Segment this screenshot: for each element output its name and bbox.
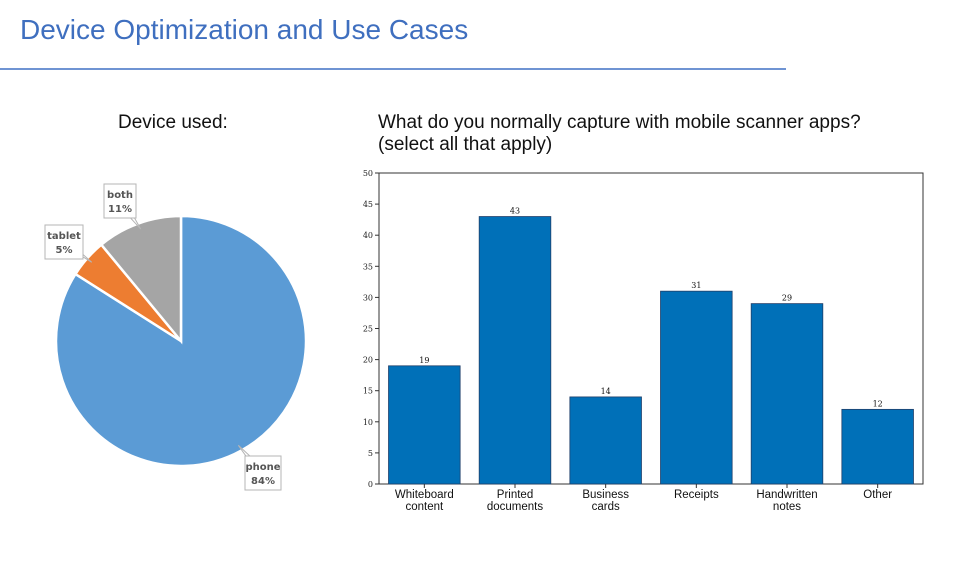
y-tick-label: 30 <box>363 293 373 302</box>
pie-slice-both <box>99 214 183 345</box>
pie-chart: phone 84% tablet 5% both 11% <box>44 183 308 491</box>
y-tick-label: 0 <box>368 480 373 489</box>
y-tick-label: 40 <box>363 231 373 240</box>
y-tick-label: 25 <box>363 325 373 334</box>
pie-label-both: both 11% <box>103 183 142 230</box>
page-title: Device Optimization and Use Cases <box>20 14 469 45</box>
y-tick-label: 50 <box>363 169 373 178</box>
pie-label-name: tablet <box>47 231 81 242</box>
title-divider <box>0 68 786 70</box>
pie-label-tablet: tablet 5% <box>44 224 93 263</box>
pie-label-name: phone <box>245 462 280 473</box>
bar <box>750 303 824 485</box>
category-label: Whiteboard <box>395 489 454 501</box>
pie-chart-title: Device used: <box>118 112 228 133</box>
pie-label-percent: 11% <box>108 204 132 215</box>
category-label: notes <box>773 501 801 513</box>
pie-label-name: both <box>107 190 133 201</box>
bar-chart-title-line-2: (select all that apply) <box>378 134 553 155</box>
category-label: Receipts <box>674 489 719 501</box>
bar-chart-title: What do you normally capture with mobile… <box>378 112 918 156</box>
bar-value-label: 12 <box>873 399 883 408</box>
category-label: content <box>405 501 444 513</box>
bar-value-label: 14 <box>601 387 611 396</box>
y-tick-label: 35 <box>363 262 373 271</box>
category-label: Other <box>863 489 892 501</box>
pie-label-phone: phone 84% <box>237 444 282 491</box>
category-label: cards <box>592 501 620 513</box>
pie-label-percent: 5% <box>56 245 73 256</box>
category-label: Handwritten <box>756 489 817 501</box>
bar <box>478 216 552 485</box>
bar-value-label: 19 <box>419 356 429 365</box>
category-label: Printed <box>497 489 533 501</box>
y-tick-label: 20 <box>363 356 373 365</box>
plot-frame <box>378 172 924 485</box>
bar-value-label: 31 <box>691 281 701 290</box>
y-tick-label: 15 <box>363 387 373 396</box>
bar <box>388 365 461 485</box>
bar-value-label: 43 <box>510 207 520 216</box>
bar <box>660 290 733 485</box>
category-label: documents <box>487 501 544 513</box>
pie-label-percent: 84% <box>251 476 275 487</box>
bar-value-label: 29 <box>782 294 792 303</box>
bar <box>569 396 642 485</box>
y-tick-label: 45 <box>363 200 373 209</box>
category-label: Business <box>582 489 629 501</box>
y-tick-label: 5 <box>368 449 373 458</box>
bar <box>841 408 914 485</box>
bar-chart-title-line-1: What do you normally capture with mobile… <box>378 112 861 133</box>
y-tick-label: 10 <box>363 418 373 427</box>
